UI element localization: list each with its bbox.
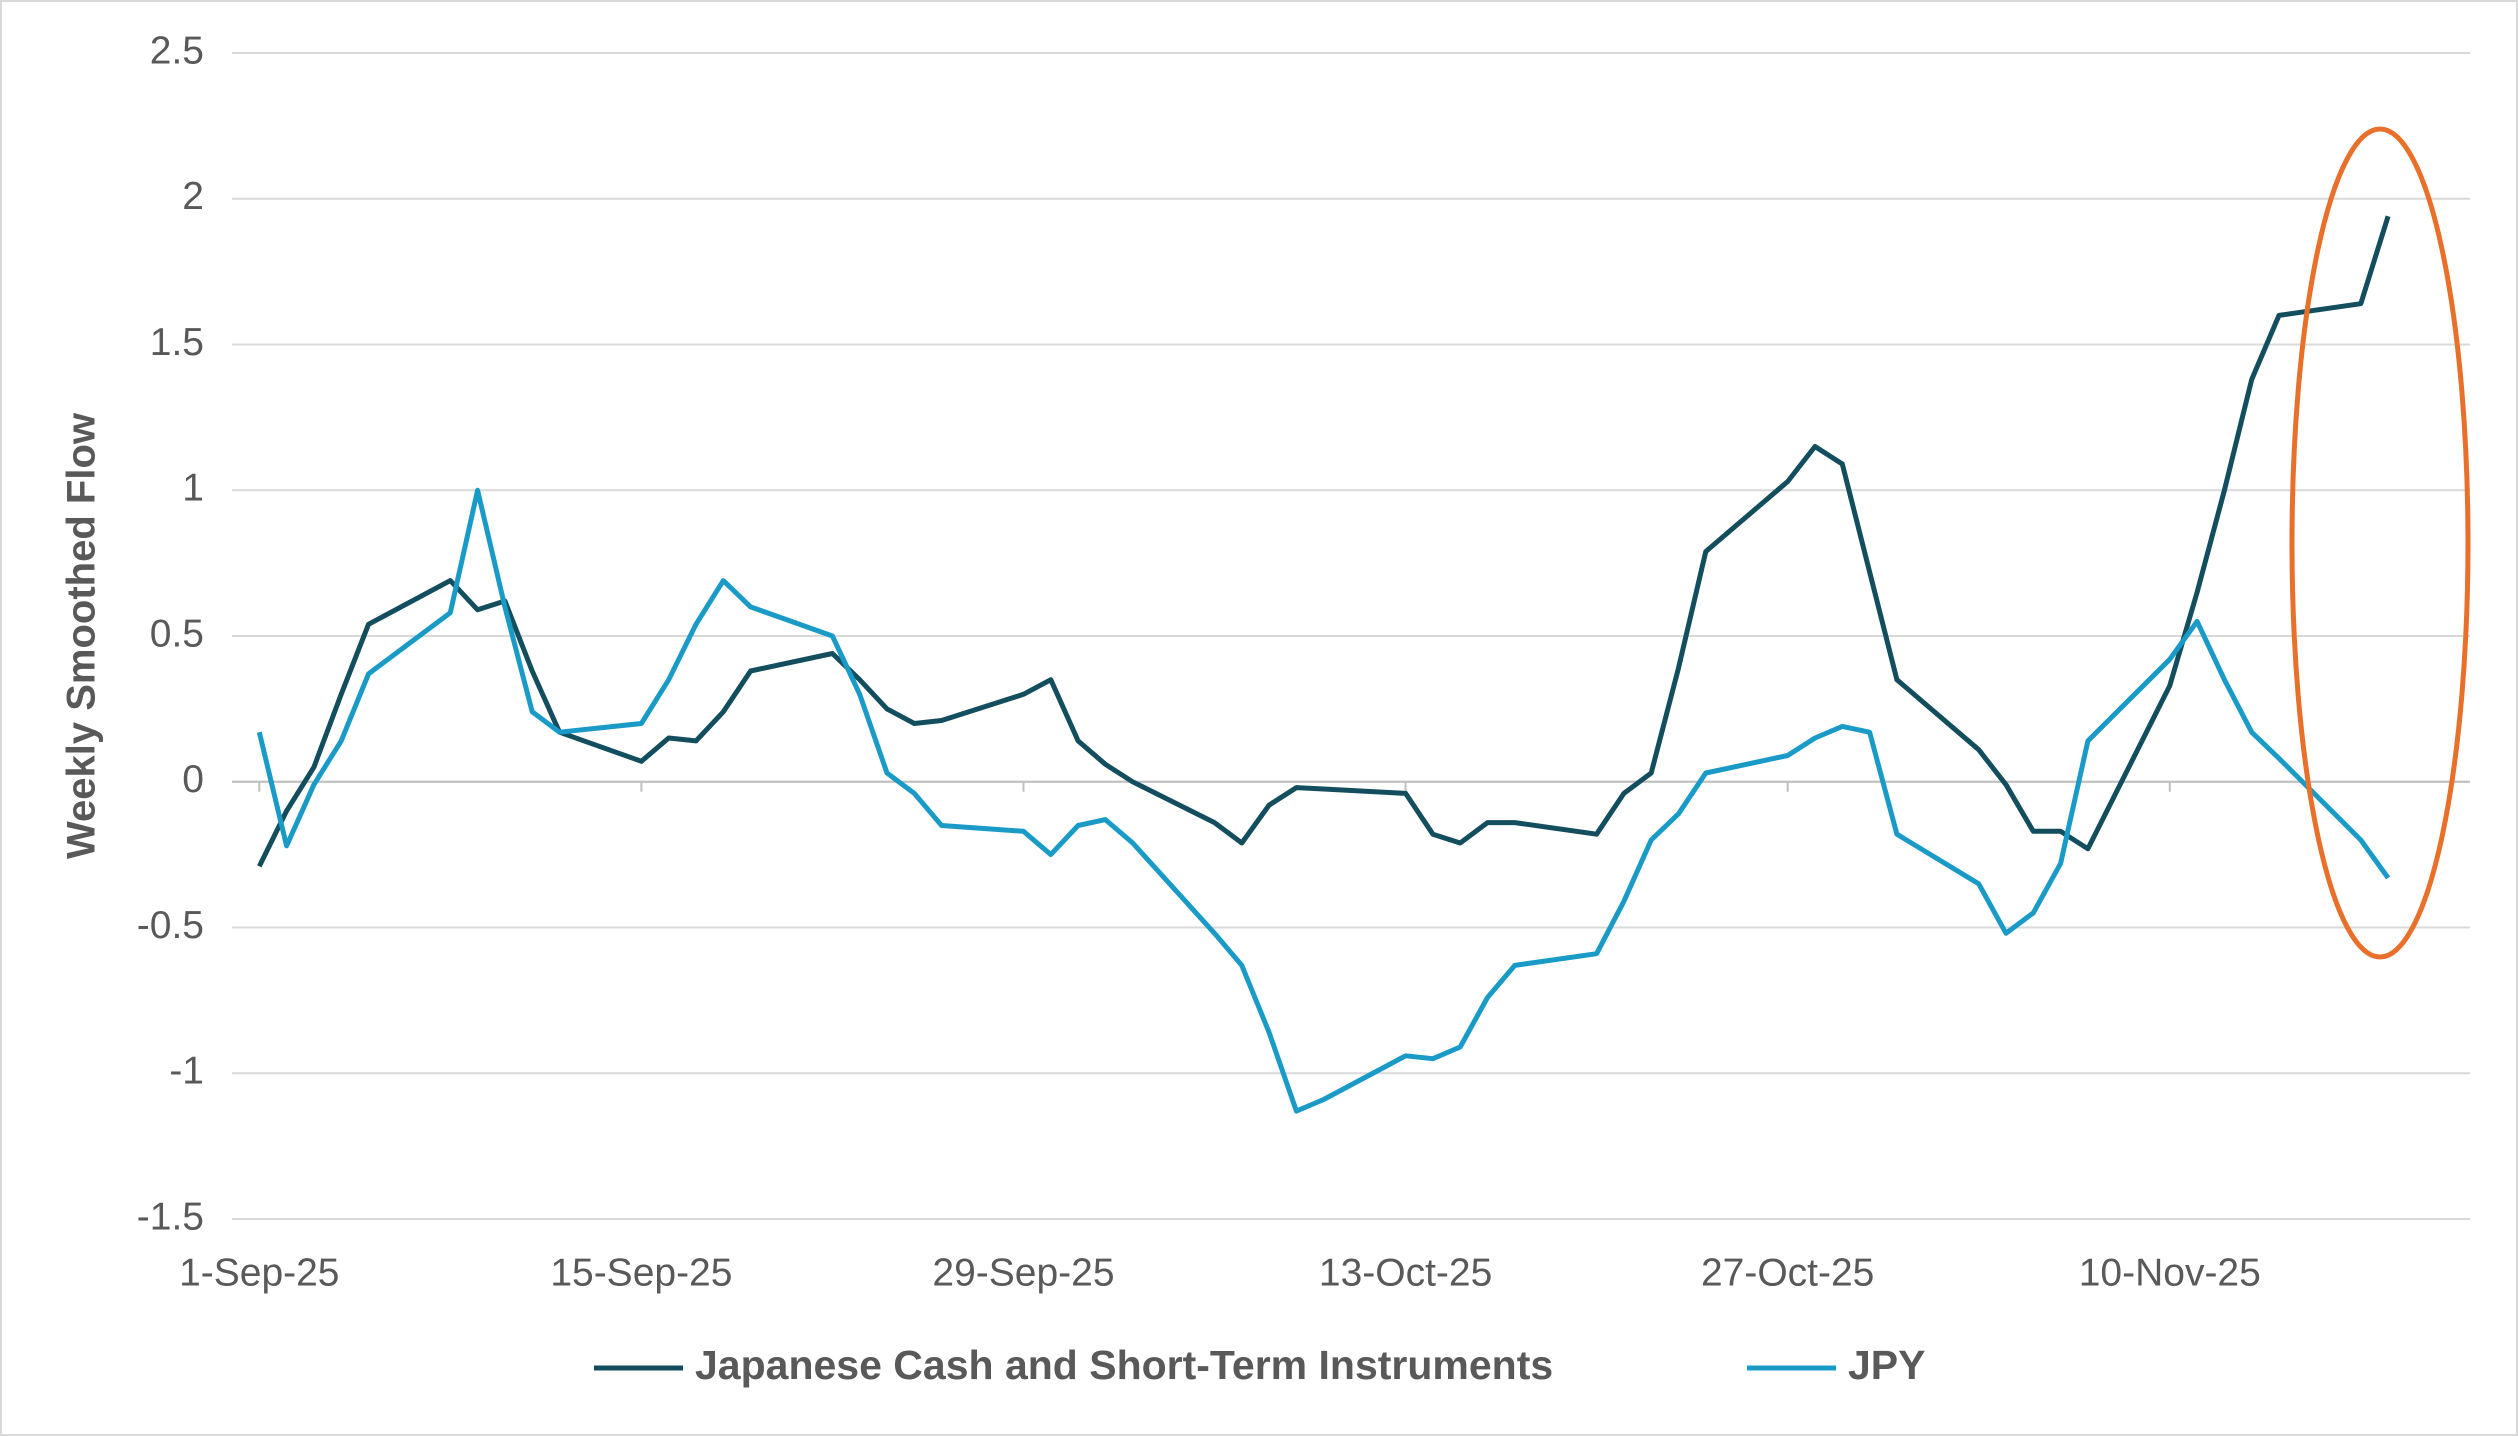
highlight-ellipse — [2289, 126, 2471, 960]
x-tick-label: 13-Oct-25 — [1319, 1251, 1492, 1294]
y-axis-title: Weekly Smoothed Flow — [60, 412, 104, 859]
legend-label: Japanese Cash and Short-Term Instruments — [695, 1342, 1553, 1388]
x-tick-label: 29-Sep-25 — [932, 1251, 1114, 1294]
y-tick-label: 1.5 — [150, 321, 204, 364]
y-tick-label: -0.5 — [137, 904, 204, 947]
y-tick-label: 2.5 — [150, 29, 204, 72]
axes: -1.5 -1 -0.5 0 0.5 1 1.5 2 2.5 1-Sep-25 15-Sep-25 2… — [137, 29, 2470, 1294]
x-tick-label: 10-Nov-25 — [2079, 1251, 2261, 1294]
y-tick-label: -1 — [169, 1050, 204, 1093]
legend: Japanese Cash and Short-Term Instruments… — [594, 1342, 1926, 1388]
lines — [256, 215, 2391, 1114]
x-tick-label: 27-Oct-25 — [1701, 1251, 1874, 1294]
y-tick-label: 0.5 — [150, 612, 204, 655]
series-line — [257, 215, 2391, 868]
grid — [232, 52, 2470, 1220]
y-tick-label: 2 — [182, 175, 204, 218]
x-tick-label: 1-Sep-25 — [179, 1251, 339, 1294]
y-tick-label: 0 — [182, 758, 204, 801]
y-tick-label: 1 — [182, 467, 204, 510]
series-line — [256, 487, 2391, 1114]
legend-label: JPY — [1848, 1342, 1926, 1388]
y-tick-label: -1.5 — [137, 1195, 204, 1238]
x-tick-label: 15-Sep-25 — [550, 1251, 732, 1294]
